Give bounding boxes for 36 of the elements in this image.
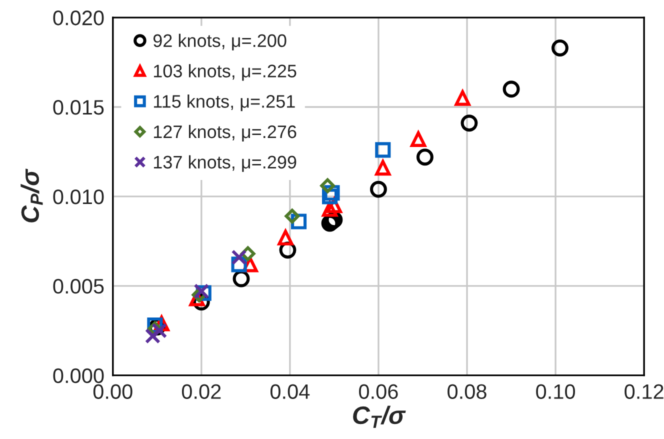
- x-tick-label: 0.10: [536, 384, 576, 399]
- point: [370, 180, 387, 198]
- point: [502, 80, 520, 98]
- point: [152, 322, 168, 338]
- y-tick-label: 0.015: [53, 100, 104, 115]
- y-tick-label: 0.010: [53, 189, 104, 204]
- point: [278, 230, 294, 246]
- point: [284, 208, 300, 224]
- x-tick-label: 0.08: [448, 384, 486, 399]
- y-axis-title: C$_{P}$/σ: [20, 168, 43, 222]
- y-tick-label: 0.000: [53, 368, 104, 384]
- y-tick-label: 0.020: [53, 10, 104, 26]
- legend-label: 115 knots, μ=.251: [154, 94, 295, 112]
- x-tick-label: 0.12: [624, 384, 664, 399]
- y-tick-label: 0.005: [53, 278, 104, 294]
- point: [454, 90, 470, 106]
- point: [410, 131, 426, 147]
- point: [322, 201, 338, 217]
- legend-label: 92 knots, μ=.200: [153, 34, 286, 50]
- point: [375, 142, 391, 158]
- point: [144, 328, 160, 344]
- point: [231, 249, 247, 266]
- x-tick-label: 0.04: [270, 384, 310, 399]
- x-axis-title: C$_{T}$/σ: [353, 406, 406, 428]
- legend-label: 127 knots, μ=.276: [154, 124, 296, 142]
- legend-label: 103 knots, μ=.225: [154, 64, 296, 81]
- point: [460, 114, 478, 132]
- point: [416, 148, 434, 166]
- point: [320, 178, 335, 194]
- x-tick-label: 0.00: [93, 384, 132, 399]
- point: [232, 270, 250, 288]
- point: [552, 39, 568, 56]
- legend-label: 137 knots, μ=.299: [154, 155, 296, 172]
- x-tick-label: 0.02: [182, 384, 221, 399]
- x-tick-label: 0.06: [359, 384, 398, 399]
- point: [375, 160, 391, 176]
